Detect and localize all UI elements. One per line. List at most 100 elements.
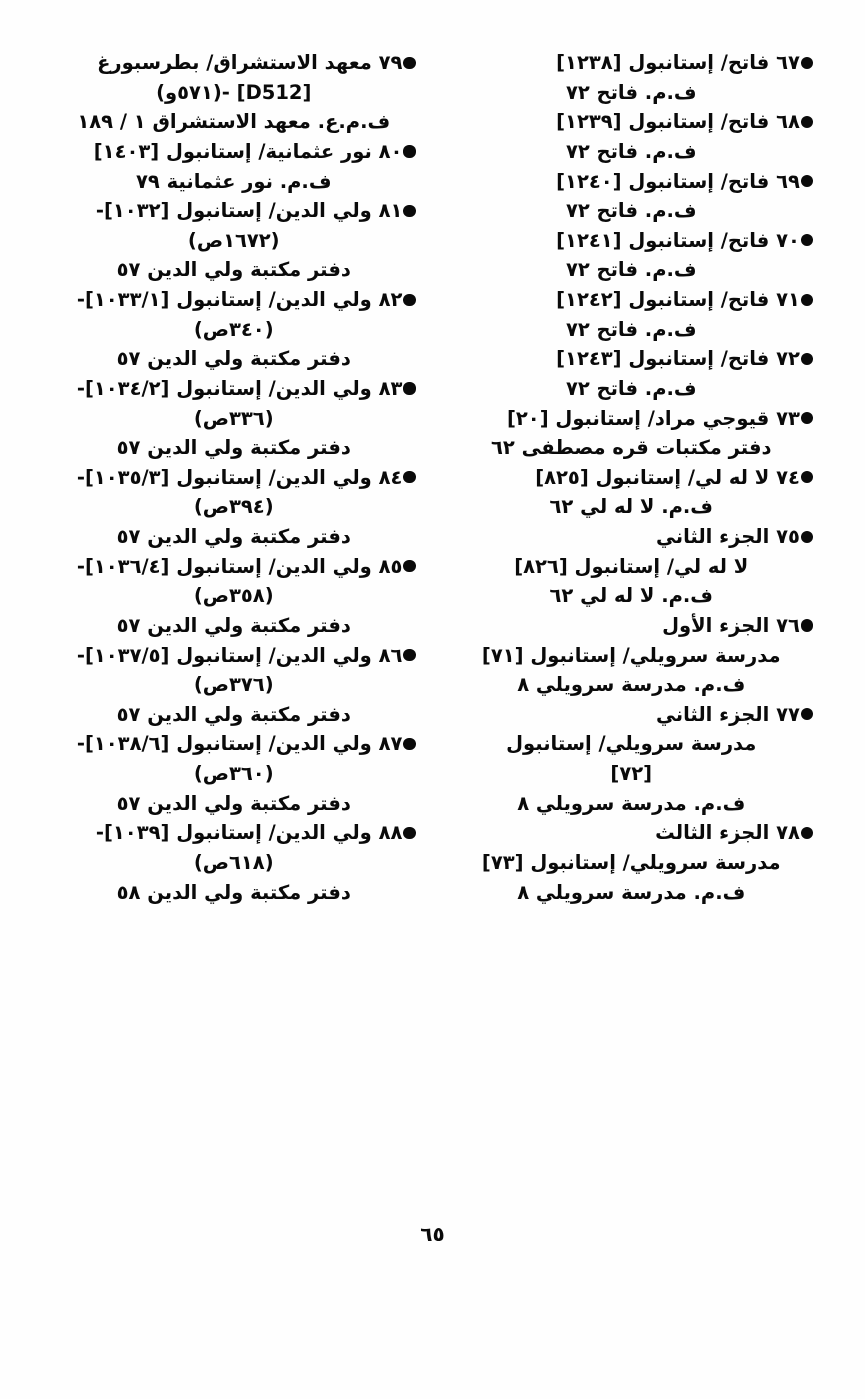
- entry-heading: ٦٧ فاتح/ إستانبول [١٢٣٨]: [450, 48, 813, 78]
- entry-heading: ٧٧ الجزء الثاني: [450, 700, 813, 730]
- entry-reference-line: دفتر مكتبة ولي الدين ٥٧: [116, 791, 351, 815]
- entry-number: ٨٧: [378, 732, 403, 756]
- entry-title: الجزء الثاني: [656, 525, 770, 548]
- entry-number: ٧٣: [776, 406, 800, 430]
- entry-reference-line: مدرسة سرويلي/ إستانبول [٧٣]: [481, 850, 781, 874]
- entry-reference-line: ف.م. فاتح ٧٢: [565, 139, 697, 163]
- entry-reference-line: (٦١٨ص): [193, 850, 274, 874]
- bullet-icon: [403, 145, 416, 158]
- entry-heading: ٨٣ ولي الدين/ إستانبول [١٠٣٤/٢]-: [52, 374, 416, 404]
- entry-title: قيوجي مراد/ إستانبول [٢٠]: [506, 406, 770, 430]
- entry-reference-line: دفتر مكتبة ولي الدين ٥٧: [116, 347, 351, 371]
- bullet-icon: [800, 826, 813, 839]
- entry-reference-line: ف.م. فاتح ٧٢: [565, 376, 697, 400]
- entry-reference-line: ف.م. لا له لي ٦٢: [549, 495, 713, 519]
- right-column: ٦٧ فاتح/ إستانبول [١٢٣٨] ف.م. فاتح ٧٢ ٦٨ ف…: [450, 48, 813, 1168]
- entry-heading: ٨٦ ولي الدين/ إستانبول [١٠٣٧/٥]-: [52, 641, 416, 671]
- entry-title: فاتح/ إستانبول [١٢٣٩]: [556, 110, 770, 134]
- entry-title: ولي الدين/ إستانبول [١٠٣٨/٦]-: [76, 732, 372, 756]
- page-number: ٦٥: [420, 1222, 445, 1246]
- entry-reference-line: دفتر مكتبة ولي الدين ٥٧: [116, 702, 351, 726]
- catalogue-entry: ٨٤ ولي الدين/ إستانبول [١٠٣٥/٣]- (٣٩٤ص) دف…: [52, 463, 416, 552]
- entry-title: ولي الدين/ إستانبول [١٠٣٣/١]-: [76, 288, 372, 311]
- bullet-icon: [403, 56, 416, 69]
- catalogue-entry: ٦٨ فاتح/ إستانبول [١٢٣٩] ف.م. فاتح ٧٢: [450, 107, 813, 166]
- catalogue-entry: ٧١ فاتح/ إستانبول [١٢٤٢] ف.م. فاتح ٧٢: [450, 285, 813, 344]
- entry-title: الجزء الثاني: [656, 702, 770, 726]
- entry-number: ٧٨: [776, 821, 800, 845]
- entry-reference-line: [٧٢]: [610, 762, 653, 785]
- entry-number: ٦٨: [776, 110, 800, 134]
- entry-number: ٨٣: [378, 376, 403, 400]
- entry-number: ٨٥: [378, 554, 403, 578]
- entry-heading: ٧٣ قيوجي مراد/ إستانبول [٢٠]: [450, 404, 813, 434]
- entry-title: فاتح/ إستانبول [١٢٤٢]: [556, 288, 770, 311]
- entry-number: ٧١: [776, 288, 800, 311]
- bullet-icon: [403, 204, 416, 217]
- entry-heading: ٧١ فاتح/ إستانبول [١٢٤٢]: [450, 285, 813, 315]
- bullet-icon: [800, 115, 813, 128]
- catalogue-entry: ٧٣ قيوجي مراد/ إستانبول [٢٠] دفتر مكتبات …: [450, 404, 813, 463]
- entry-title: نور عثمانية/ إستانبول [١٤٠٣]: [93, 139, 372, 163]
- bullet-icon: [800, 708, 813, 721]
- entry-reference-line: ف.م. مدرسة سرويلي ٨: [517, 673, 746, 697]
- entry-number: ٦٩: [776, 169, 800, 193]
- catalogue-entry: ٧٧ الجزء الثاني مدرسة سرويلي/ إستانبول [٧٢…: [450, 700, 813, 819]
- entry-title: ولي الدين/ إستانبول [١٠٣٦/٤]-: [76, 554, 372, 578]
- bullet-icon: [800, 412, 813, 425]
- entry-reference-line: ف.م. نور عثمانية ٧٩: [136, 169, 332, 193]
- entry-reference-line: مدرسة سرويلي/ إستانبول: [506, 732, 757, 756]
- entry-reference-line: [D512] -(٥٧١و): [156, 80, 312, 104]
- entry-reference-line: ف.م. لا له لي ٦٢: [549, 584, 713, 608]
- entry-heading: ٦٩ فاتح/ إستانبول [١٢٤٠]: [450, 167, 813, 197]
- entry-reference-line: ف.م.ع. معهد الاستشراق ١ / ١٨٩: [77, 110, 391, 134]
- entry-title: ولي الدين/ إستانبول [١٠٣٥/٣]-: [76, 465, 372, 489]
- entry-reference-line: دفتر مكتبة ولي الدين ٥٧: [116, 525, 351, 548]
- entry-title: الجزء الأول: [662, 613, 770, 637]
- catalogue-entry: ٨٦ ولي الدين/ إستانبول [١٠٣٧/٥]- (٣٧٦ص) دف…: [52, 641, 416, 730]
- entry-number: ٧٦: [776, 613, 800, 637]
- entry-reference-line: ف.م. فاتح ٧٢: [565, 258, 697, 282]
- catalogue-entry: ٧٨ الجزء الثالث مدرسة سرويلي/ إستانبول [٧…: [450, 818, 813, 907]
- entry-heading: ٨٢ ولي الدين/ إستانبول [١٠٣٣/١]-: [52, 285, 416, 315]
- entry-reference-line: ف.م. فاتح ٧٢: [565, 80, 697, 104]
- catalogue-entry: ٧٢ فاتح/ إستانبول [١٢٤٣] ف.م. فاتح ٧٢: [450, 344, 813, 403]
- entry-title: فاتح/ إستانبول [١٢٤٠]: [556, 169, 770, 193]
- entry-heading: ٧٦ الجزء الأول: [450, 611, 813, 641]
- bullet-icon: [403, 737, 416, 750]
- entry-reference-line: (٣٤٠ص): [193, 317, 274, 341]
- bullet-icon: [800, 56, 813, 69]
- entry-reference-line: دفتر مكتبة ولي الدين ٥٧: [116, 613, 351, 637]
- entry-reference-line: (٣٣٦ص): [193, 406, 274, 430]
- entry-number: ٧٥: [776, 525, 800, 548]
- catalogue-entry: ٨٠ نور عثمانية/ إستانبول [١٤٠٣] ف.م. نور …: [52, 137, 416, 196]
- entry-number: ٨١: [378, 199, 403, 223]
- entry-heading: ٧٢ فاتح/ إستانبول [١٢٤٣]: [450, 344, 813, 374]
- entry-title: فاتح/ إستانبول [١٢٣٨]: [556, 51, 770, 74]
- entry-heading: ٨٧ ولي الدين/ إستانبول [١٠٣٨/٦]-: [52, 729, 416, 759]
- entry-reference-line: (٣٧٦ص): [193, 673, 274, 697]
- left-column: ٧٩ معهد الاستشراق/ بطرسبورغ [D512] -(٥٧١و…: [52, 48, 416, 1168]
- entry-number: ٨٦: [378, 643, 403, 667]
- entry-reference-line: دفتر مكتبة ولي الدين ٥٧: [116, 436, 351, 460]
- entry-title: فاتح/ إستانبول [١٢٤٣]: [556, 347, 770, 371]
- entry-reference-line: ف.م. مدرسة سرويلي ٨: [517, 880, 746, 904]
- bullet-icon: [403, 649, 416, 662]
- entry-reference-line: ف.م. مدرسة سرويلي ٨: [517, 791, 746, 815]
- bullet-icon: [800, 352, 813, 365]
- catalogue-entry: ٨٧ ولي الدين/ إستانبول [١٠٣٨/٦]- (٣٦٠ص) دف…: [52, 729, 416, 818]
- entry-heading: ٨٨ ولي الدين/ إستانبول [١٠٣٩]-: [52, 818, 416, 848]
- entry-reference-line: (٣٦٠ص): [193, 762, 274, 785]
- catalogue-entry: ٨١ ولي الدين/ إستانبول [١٠٣٢]- (١٦٧٢ص) دفت…: [52, 196, 416, 285]
- catalogue-entry: ٨٨ ولي الدين/ إستانبول [١٠٣٩]- (٦١٨ص) دفتر…: [52, 818, 416, 907]
- entry-number: ٨٨: [378, 821, 403, 845]
- entry-title: معهد الاستشراق/ بطرسبورغ: [97, 51, 372, 74]
- entry-heading: ٧٥ الجزء الثاني: [450, 522, 813, 552]
- bullet-icon: [403, 471, 416, 484]
- bullet-icon: [800, 471, 813, 484]
- entry-heading: ٧٩ معهد الاستشراق/ بطرسبورغ: [52, 48, 416, 78]
- catalogue-entry: ٧٥ الجزء الثاني لا له لي/ إستانبول [٨٢٦] ف…: [450, 522, 813, 611]
- catalogue-entry: ٧٤ لا له لي/ إستانبول [٨٢٥] ف.م. لا له لي…: [450, 463, 813, 522]
- entry-title: ولي الدين/ إستانبول [١٠٣٢]-: [95, 199, 372, 223]
